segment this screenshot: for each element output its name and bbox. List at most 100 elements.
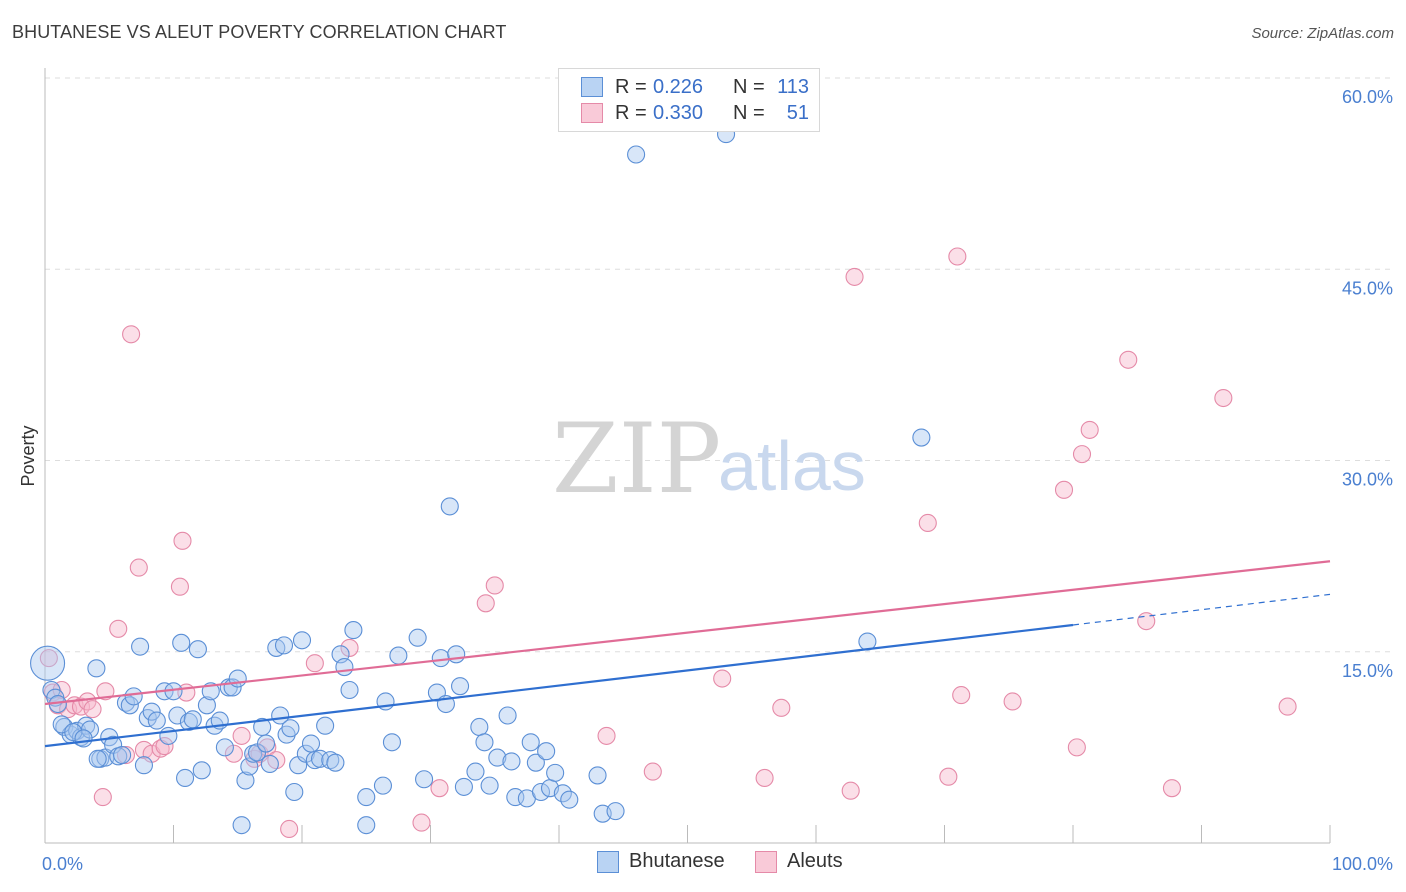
aleut-point: [122, 325, 141, 344]
legend-n-label: N =: [733, 101, 765, 124]
bhutanese-point: [560, 790, 579, 809]
bhutanese-trend-line: [44, 623, 1074, 748]
bhutanese-point: [344, 621, 363, 640]
bhutanese-point: [176, 768, 195, 788]
bhutanese-point: [340, 680, 359, 700]
bhutanese-point: [260, 754, 279, 774]
aleut-point: [1054, 480, 1074, 499]
bhutanese-point: [521, 733, 540, 752]
bhutanese-point: [408, 628, 427, 647]
legend-swatch-bhutanese: [581, 77, 603, 97]
bhutanese-point: [546, 763, 565, 782]
legend-r-label: R =: [615, 101, 647, 124]
bhutanese-point: [74, 729, 93, 748]
aleut-point: [83, 700, 102, 719]
bhutanese-point: [470, 717, 489, 737]
aleut-point: [755, 768, 774, 788]
bhutanese-trend-line-dashed: [1072, 593, 1331, 626]
legend-row-aleut: R = 0.330 N = 51: [581, 100, 809, 126]
correlation-legend: R = 0.226 N = 113 R = 0.330 N = 51: [558, 68, 820, 132]
bhutanese-point: [389, 646, 408, 665]
bhutanese-point: [285, 782, 304, 802]
legend-n-value-bhutanese: 113: [777, 75, 809, 98]
bhutanese-point: [357, 788, 376, 807]
bhutanese-point: [188, 640, 207, 659]
bhutanese-point: [168, 706, 187, 725]
bhutanese-point: [321, 751, 340, 770]
bhutanese-point: [440, 497, 459, 516]
aleut-point: [713, 669, 732, 688]
aleut-point: [841, 781, 860, 800]
bhutanese-point: [104, 735, 123, 754]
legend-r-label: R =: [615, 75, 647, 98]
bhutanese-point: [274, 636, 294, 655]
bhutanese-point: [120, 696, 139, 715]
bhutanese-point: [64, 723, 83, 742]
bhutanese-point: [454, 777, 473, 796]
aleut-point: [597, 726, 616, 745]
legend-swatch-aleut: [581, 103, 603, 123]
aleut-point: [845, 267, 864, 286]
bhutanese-point: [326, 753, 345, 772]
legend-n-label: N =: [733, 75, 765, 98]
aleut-point: [1278, 697, 1297, 716]
bhutanese-point: [373, 776, 393, 795]
watermark-zip: ZIP: [552, 403, 721, 515]
aleut-point: [129, 558, 148, 577]
bhutanese-point: [228, 669, 247, 688]
bhutanese-point: [912, 428, 931, 447]
y-tick-label: 60.0%: [1342, 87, 1393, 107]
bhutanese-point: [192, 761, 211, 780]
aleut-point: [939, 767, 958, 786]
bottom-legend-aleut: Aleuts: [755, 850, 843, 873]
bottom-legend-swatch-aleut: [755, 850, 777, 873]
legend-row-bhutanese: R = 0.226 N = 113: [581, 74, 809, 100]
bhutanese-points: [30, 125, 931, 835]
bhutanese-point: [131, 637, 150, 656]
aleut-trend-line: [44, 560, 1331, 706]
aleut-point: [340, 638, 359, 657]
bhutanese-point: [506, 788, 525, 807]
bottom-legend-swatch-bhutanese: [597, 850, 619, 873]
bhutanese-point: [431, 649, 450, 668]
aleut-point: [116, 745, 136, 765]
legend-r-value-aleut: 0.330: [653, 101, 704, 124]
aleut-point: [952, 686, 971, 705]
aleut-point: [52, 680, 71, 700]
aleut-point: [476, 594, 495, 613]
watermark-atlas: atlas: [718, 427, 866, 505]
aleut-point: [232, 726, 251, 745]
gridlines: [45, 77, 1395, 653]
axes: [44, 68, 1331, 844]
bhutanese-point: [256, 734, 276, 753]
aleut-point: [280, 819, 299, 839]
aleut-point: [305, 654, 324, 673]
bhutanese-point: [30, 645, 66, 681]
bhutanese-point: [183, 710, 202, 729]
aleut-point: [1080, 420, 1099, 439]
aleut-point: [39, 649, 58, 668]
aleut-point: [1214, 388, 1233, 408]
bhutanese-point: [480, 776, 499, 795]
bhutanese-point: [281, 719, 300, 738]
aleut-point: [155, 737, 174, 756]
aleut-point: [1072, 445, 1092, 464]
bhutanese-point: [197, 696, 216, 715]
bhutanese-point: [502, 752, 521, 771]
aleut-point: [918, 513, 937, 533]
bhutanese-point: [526, 753, 545, 772]
watermark: ZIP atlas: [552, 403, 866, 515]
bhutanese-point: [134, 756, 153, 775]
x-tick-label: 0.0%: [42, 854, 83, 874]
bhutanese-point: [236, 771, 255, 790]
bhutanese-point: [124, 687, 143, 706]
bhutanese-point: [87, 659, 106, 678]
bhutanese-point: [172, 633, 191, 652]
aleut-point: [96, 682, 115, 701]
aleut-point: [173, 531, 192, 550]
chart-title: BHUTANESE VS ALEUT POVERTY CORRELATION C…: [12, 22, 507, 42]
y-axis-label: Poverty: [18, 425, 38, 486]
aleut-point: [643, 762, 662, 781]
aleut-point: [485, 576, 504, 595]
bhutanese-point: [316, 716, 335, 735]
